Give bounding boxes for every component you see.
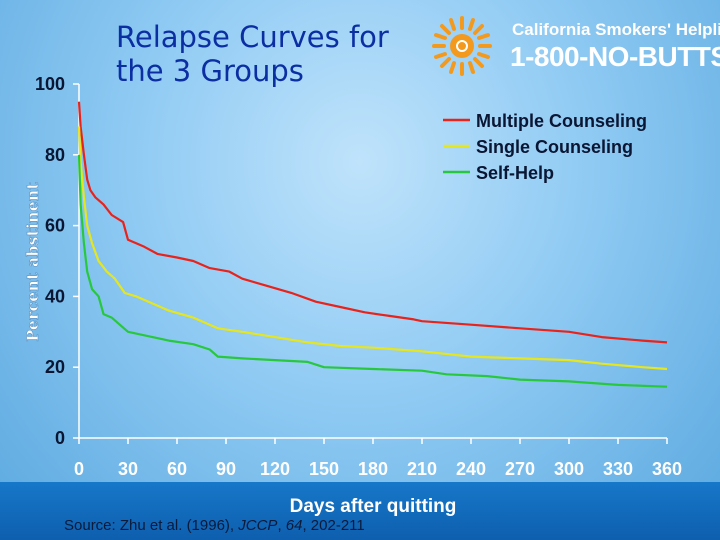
source-separator: , [277,517,286,534]
x-tick-label: 30 [118,459,138,479]
y-tick-label: 20 [45,357,65,377]
x-tick-label: 210 [407,459,437,479]
source-citation: Source: Zhu et al. (1996), JCCP, 64, 202… [64,517,365,534]
source-journal: JCCP [238,517,278,534]
y-axis-label: Percent abstinent [23,182,42,342]
x-tick-label: 180 [358,459,388,479]
source-volume: 64 [285,517,303,534]
legend-label: Self-Help [476,163,554,183]
x-tick-label: 0 [74,459,84,479]
y-tick-label: 100 [35,74,65,94]
x-tick-label: 270 [505,459,535,479]
logo-phone-number: 1-800-NO-BUTTS [510,41,720,72]
x-tick-label: 60 [167,459,187,479]
x-tick-label: 240 [456,459,486,479]
source-prefix: Source: Zhu et al. (1996), [64,517,239,534]
series-lines [77,101,668,388]
x-tick-label: 300 [554,459,584,479]
y-tick-label: 60 [45,216,65,236]
helpline-logo: California Smokers' Helpline 1-800-NO-BU… [430,14,720,76]
footer-band [0,482,720,540]
x-tick-label: 150 [309,459,339,479]
y-axis-ticks: 0 20 40 60 80 100 [35,74,79,448]
x-tick-label: 330 [603,459,633,479]
legend-label: Single Counseling [476,137,633,157]
x-axis-label: Days after quitting [290,496,457,517]
legend-label: Multiple Counseling [476,111,647,131]
logo-name: California Smokers' Helpline [512,20,720,39]
source-pages: , 202-211 [302,517,365,534]
series-line-self-help [77,154,668,388]
series-line-multiple-counseling [77,101,668,344]
chart-legend: Multiple Counseling Single Counseling Self… [443,111,647,183]
y-tick-label: 80 [45,145,65,165]
x-axis-ticks: 0 30 60 90 120 150 180 210 240 270 300 330 360 [74,438,682,479]
y-tick-label: 40 [45,286,65,306]
x-tick-label: 120 [260,459,290,479]
slide-title: Relapse Curves for the 3 Groups [116,20,389,88]
x-tick-label: 360 [652,459,682,479]
y-tick-label: 0 [55,428,65,448]
x-tick-label: 90 [216,459,236,479]
sun-phone-icon [432,16,492,76]
series-line-single-counseling [77,126,668,371]
